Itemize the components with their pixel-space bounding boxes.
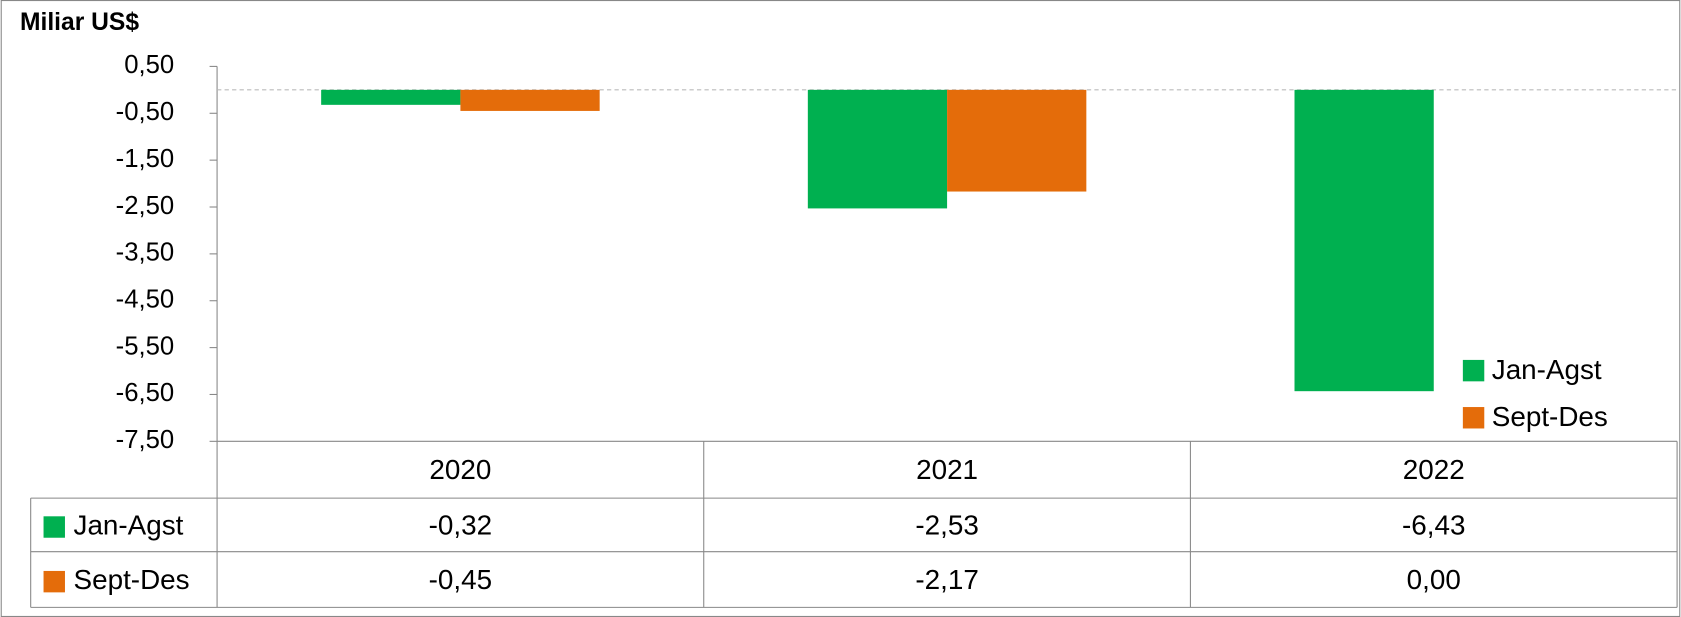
y-tick-label: -1,50	[116, 145, 175, 173]
y-tick-label: 0,50	[124, 51, 174, 79]
data-label: -2,53	[915, 509, 978, 540]
legend-label: Sept-Des	[1492, 401, 1608, 432]
bar	[460, 89, 600, 111]
table-legend-swatch	[43, 570, 65, 593]
legend-label: Jan-Agst	[1492, 354, 1602, 385]
y-tick-label: -3,50	[116, 239, 175, 267]
bar	[321, 89, 461, 105]
data-label: 0,00	[1407, 564, 1461, 595]
x-tick-label: 2021	[916, 454, 978, 485]
bar	[947, 89, 1087, 192]
y-axis-label: Miliar US$	[20, 9, 139, 36]
y-tick-label: -7,50	[116, 426, 175, 454]
y-tick-label: -2,50	[116, 192, 175, 220]
y-tick-label: -6,50	[116, 379, 175, 407]
data-label: -0,45	[429, 564, 492, 595]
data-label: -6,43	[1402, 509, 1465, 540]
legend-swatch	[1462, 407, 1485, 429]
y-tick-label: -0,50	[116, 98, 175, 126]
y-tick-label: -5,50	[116, 332, 175, 360]
x-tick-label: 2020	[429, 454, 491, 485]
table-row-label: Sept-Des	[74, 564, 190, 595]
data-label: -0,32	[429, 509, 492, 540]
y-tick-label: -4,50	[116, 286, 175, 314]
x-tick-label: 2022	[1403, 454, 1465, 485]
bar	[807, 89, 948, 209]
table-row-label: Jan-Agst	[74, 509, 184, 540]
data-label: -2,17	[915, 564, 978, 595]
legend-swatch	[1462, 359, 1485, 382]
bar	[1294, 89, 1434, 392]
table-legend-swatch	[43, 516, 65, 538]
